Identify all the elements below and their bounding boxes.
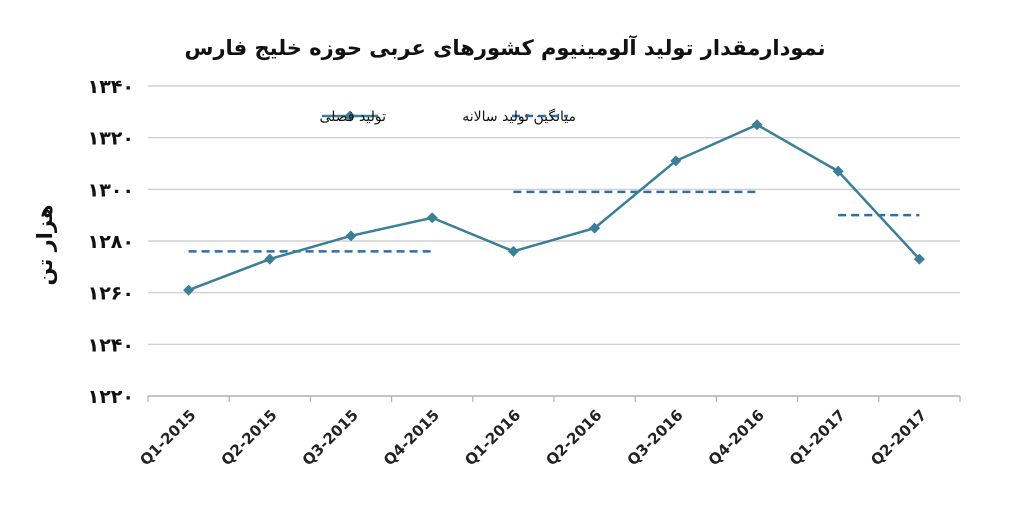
annual-average-series (188, 190, 920, 253)
data-point-Q3-2016 (670, 155, 682, 167)
x-tick-label-Q1-2016: Q1-2016 (461, 406, 524, 469)
legend: تولید فصلی میانگین تولید سالانه (319, 108, 576, 125)
x-tick-label-Q4-2015: Q4-2015 (380, 406, 443, 469)
y-tick-label-1320: ۱۳۲۰ (88, 128, 134, 150)
x-tick-label-Q2-2016: Q2-2016 (542, 406, 605, 469)
y-tick-label-1300: ۱۳۰۰ (88, 179, 134, 201)
data-point-Q2-2016 (589, 222, 601, 234)
data-point-Q4-2015 (426, 212, 438, 224)
x-tick-label-Q4-2016: Q4-2016 (705, 406, 768, 469)
y-axis-label: هزار تن (33, 204, 57, 285)
x-tick-labels: Q1-2015 Q2-2015 Q3-2015 Q4-2015 Q1-2016 Q2-20… (136, 406, 930, 469)
data-point-Q1-2017 (832, 165, 844, 177)
y-tick-labels: ۱۲۲۰ ۱۲۴۰ ۱۲۶۰ ۱۲۸۰ ۱۳۰۰ ۱۳۲۰ ۱۳۴۰ (88, 76, 134, 408)
quarterly-production-series (183, 119, 925, 296)
y-tick-label-1260: ۱۲۶۰ (88, 283, 134, 305)
y-tick-label-1240: ۱۲۴۰ (88, 334, 134, 356)
quarterly-production-line (188, 123, 921, 292)
chart-title: نمودارمقدار تولید آلومینیوم کشورهای عربی… (184, 36, 826, 60)
x-tick-label-Q1-2015: Q1-2015 (136, 406, 199, 469)
data-point-Q1-2015 (183, 284, 195, 296)
legend-label-annual-average: میانگین تولید سالانه (462, 108, 576, 125)
legend-marker-quarterly (344, 110, 356, 122)
x-tick-label-Q2-2015: Q2-2015 (218, 406, 281, 469)
x-tick-label-Q3-2015: Q3-2015 (299, 406, 362, 469)
y-tick-label-1340: ۱۳۴۰ (88, 76, 134, 98)
data-point-Q2-2017 (913, 253, 925, 265)
data-point-Q1-2016 (507, 245, 519, 257)
y-tick-label-1220: ۱۲۲۰ (88, 386, 134, 408)
legend-label-quarterly: تولید فصلی (319, 109, 386, 125)
x-tick-label-Q2-2017: Q2-2017 (867, 406, 930, 469)
x-tick-label-Q1-2017: Q1-2017 (786, 406, 849, 469)
x-tick-label-Q3-2016: Q3-2016 (624, 406, 687, 469)
data-point-Q2-2015 (264, 253, 276, 265)
data-point-Q3-2015 (345, 230, 357, 242)
y-tick-label-1280: ۱۲۸۰ (88, 231, 134, 253)
data-point-Q4-2016 (751, 119, 763, 131)
grid-lines (147, 85, 961, 402)
